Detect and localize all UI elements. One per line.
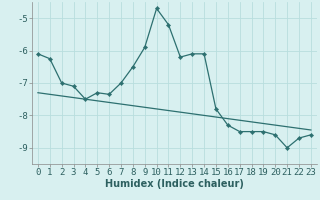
X-axis label: Humidex (Indice chaleur): Humidex (Indice chaleur)	[105, 179, 244, 189]
